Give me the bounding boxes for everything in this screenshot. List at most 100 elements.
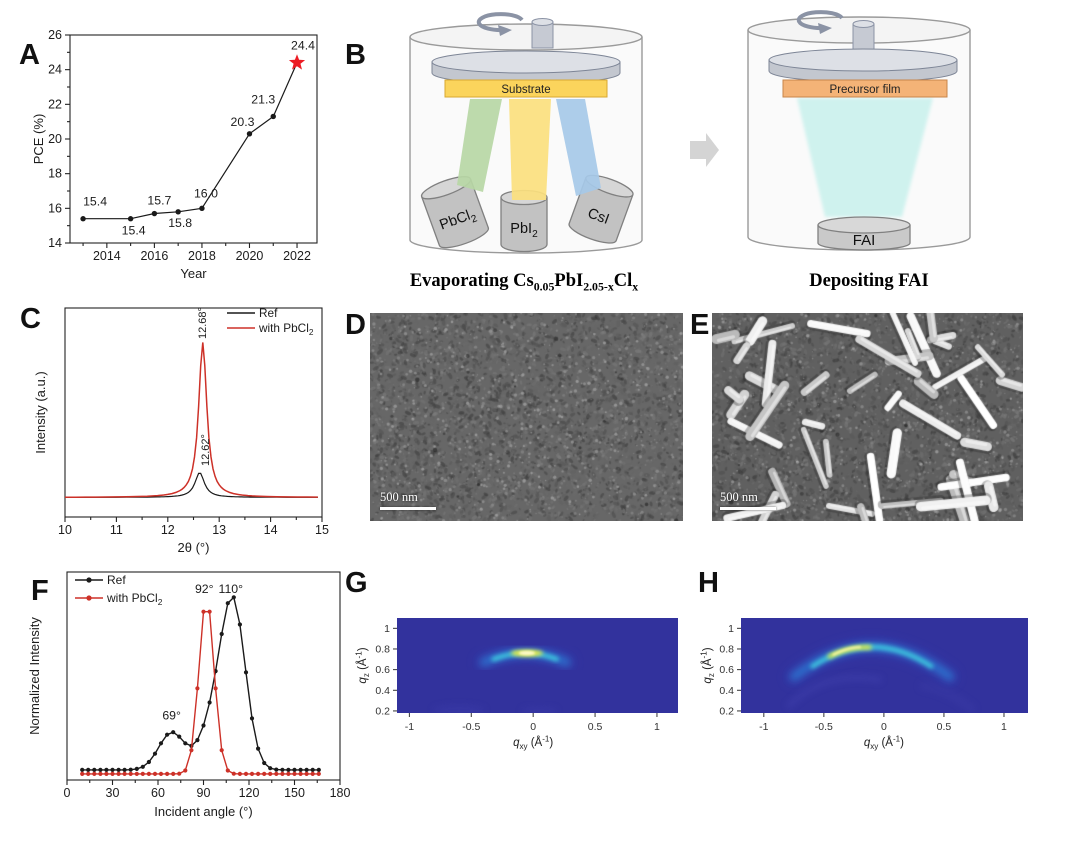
x-tick: 14: [264, 523, 278, 537]
peak-label-red: 12.68°: [197, 307, 209, 339]
curve-marker: [207, 609, 212, 614]
y-tick: 0.6: [375, 664, 390, 676]
sem-image-reference-film: [370, 313, 683, 521]
y-tick: 0.4: [719, 685, 734, 697]
curve-marker: [195, 738, 200, 743]
panel-f-letter: F: [31, 575, 49, 607]
y-axis-label: qz (Å-1): [355, 647, 371, 683]
xrd-curve-ref: [65, 472, 318, 498]
panel-d-letter: D: [345, 309, 366, 341]
curve-marker: [98, 767, 103, 772]
x-axis-label: 2θ (°): [178, 540, 210, 555]
x-tick: 0.5: [588, 721, 603, 733]
peak-angle-label: 110°: [219, 582, 244, 596]
data-point-marker: [80, 216, 86, 222]
curve-marker: [183, 741, 188, 746]
substrate-bar: [444, 79, 608, 98]
curve-marker: [256, 746, 261, 751]
panel-g-letter: G: [345, 567, 368, 599]
curve-marker: [262, 771, 267, 776]
curve-marker: [171, 771, 176, 776]
x-axis-label: qxy (Å-1): [864, 735, 904, 751]
curve-marker: [122, 771, 127, 776]
curve-marker: [280, 771, 285, 776]
x-tick: 180: [330, 786, 351, 800]
curve-marker: [140, 771, 145, 776]
y-tick: 26: [48, 28, 62, 42]
data-point-marker: [151, 210, 158, 217]
curve-marker: [158, 771, 164, 776]
curve-marker: [249, 771, 255, 776]
rotation-arrow-icon: [796, 10, 844, 34]
curve-marker: [189, 748, 194, 753]
diffraction-pattern: [786, 639, 977, 713]
x-tick: 2016: [140, 249, 168, 263]
curve-marker: [183, 768, 188, 773]
x-tick: 0: [530, 721, 536, 733]
curve-marker: [128, 767, 133, 772]
curve-marker: [286, 771, 291, 776]
x-tick: 60: [151, 786, 165, 800]
x-tick: 90: [197, 786, 211, 800]
giwaxs-map-reference: -1 -0.5 0 0.5 1 0.2 0.4 0.6 0.8 1 qxy (Å-1) qz (Å-1…: [355, 618, 678, 751]
curve-marker: [243, 670, 249, 675]
point-value-label: 21.3: [251, 92, 275, 106]
curve-marker: [225, 601, 230, 606]
curve-marker: [231, 771, 236, 776]
pce-vs-year-chart: 2014 2016 2018 2020 202214161820222426YearPC…: [31, 28, 318, 281]
sem-image-pbcl2-film: [712, 313, 1023, 521]
legend-label: Ref: [107, 573, 126, 587]
curve-marker: [152, 771, 158, 776]
xrd-chart: 10 11 12 13 14 15 2θ (°) Intensity (a.u.) Refwit…: [33, 306, 329, 555]
panel-e-letter: E: [690, 309, 710, 341]
legend-label: with PbCl2: [106, 591, 163, 607]
x-axis-label: Incident angle (°): [154, 804, 252, 819]
curve-marker: [80, 767, 85, 772]
axes: [737, 627, 1005, 717]
curve-marker: [104, 767, 109, 772]
point-value-label: 15.8: [168, 216, 192, 230]
diffraction-pattern: [432, 646, 574, 713]
rocking-curve-0: [82, 595, 319, 771]
record-star-marker: [288, 54, 306, 70]
curve-marker: [213, 686, 218, 691]
x-tick: 1: [1001, 721, 1007, 733]
rotation-arrow-icon: [476, 12, 524, 36]
curve-marker: [92, 771, 97, 776]
x-tick: 150: [284, 786, 305, 800]
y-tick: 0.2: [375, 705, 390, 717]
curve-marker: [195, 686, 200, 691]
curve-marker: [116, 771, 121, 776]
panel-b-letter: B: [345, 39, 366, 71]
curve-marker: [165, 732, 170, 737]
scale-bar-d-line: [380, 507, 436, 510]
rocking-curve-1: [82, 611, 319, 775]
y-tick: 16: [48, 201, 62, 215]
curve-marker: [152, 751, 158, 756]
peak-label-black: 12.62°: [200, 434, 212, 466]
y-tick: 0.8: [375, 643, 390, 655]
scale-bar-e-line: [720, 507, 776, 510]
curve-marker: [292, 771, 297, 776]
curve-marker: [140, 764, 145, 769]
curve-marker: [249, 716, 255, 721]
substrate-label: Substrate: [501, 84, 550, 96]
spindle: [531, 18, 554, 49]
curve-marker: [165, 771, 170, 776]
curve-marker: [304, 771, 309, 776]
curve-marker: [116, 767, 121, 772]
data-point-marker: [127, 216, 134, 222]
x-tick: 2020: [236, 249, 264, 263]
curve-marker: [286, 767, 291, 772]
evaporation-beam: [509, 99, 551, 200]
giwaxs-map-pbcl2: -1 -0.5 0 0.5 1 0.2 0.4 0.6 0.8 1 qxy (Å-1) qz (Å-1…: [700, 618, 1028, 751]
curve-marker: [92, 767, 97, 772]
evaporation-beam: [457, 99, 502, 192]
scale-bar-e-label: 500 nm: [720, 490, 758, 504]
y-axis-label: Intensity (a.u.): [33, 371, 48, 453]
point-value-label: 16.0: [194, 186, 218, 200]
curve-marker: [122, 767, 127, 772]
curve-marker: [98, 771, 103, 776]
detector-map-background: [397, 618, 678, 713]
